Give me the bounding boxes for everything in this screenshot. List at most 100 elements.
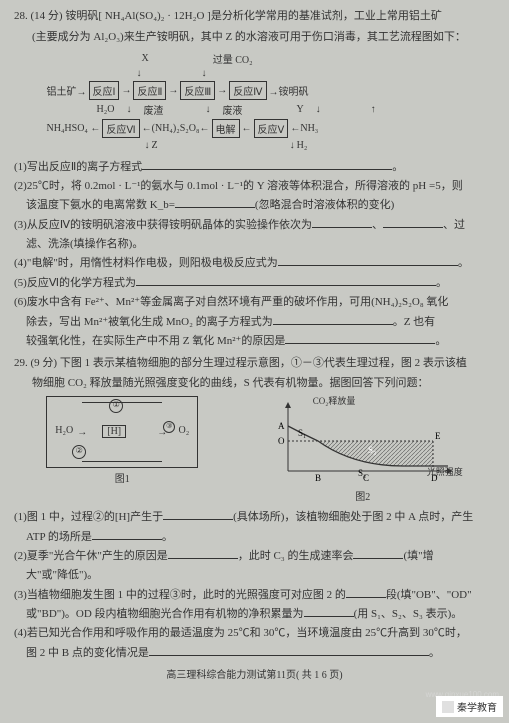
flow-r6: 反应Ⅵ	[102, 119, 139, 138]
flow-slag2: 废液	[220, 102, 244, 117]
blank	[168, 546, 238, 559]
svg-text:O: O	[278, 436, 285, 446]
q29-p2c: (填"增	[403, 547, 433, 566]
flow-elec: 电解	[212, 119, 240, 138]
q28-p5b: 。	[436, 274, 447, 293]
q28-p6b: 除去，写出 Mn²⁺被氧化生成 MnO₂ 的离子方程式为	[26, 313, 273, 332]
q28-p6: (6)废水中含有 Fe²⁺、Mn²⁺等金属离子对自然环境有严重的破坏作用，可用(…	[14, 293, 495, 312]
q28-p5a: (5)反应Ⅵ的化学方程式为	[14, 274, 136, 293]
arrow-right-icon: →	[77, 427, 87, 438]
fig2-caption: 图2	[263, 488, 463, 503]
flow-r1: 反应Ⅰ	[89, 81, 120, 100]
arrow-up-icon: ↑	[371, 104, 376, 115]
flow-y: Y	[294, 104, 305, 115]
fig1-h: [H]	[102, 425, 126, 438]
blank	[273, 312, 393, 325]
figure-2: A O B C D E S₁ S₃ S₂ CO₂释放量 光照强度 图2	[263, 396, 463, 503]
logo-text: 秦学教育	[457, 699, 497, 714]
flow-bauxite: 铝土矿→	[45, 83, 89, 98]
arrow-down-icon: ↓	[205, 104, 210, 115]
q28-header: 28. (14 分) 铵明矾[ NH₄Al(SO₄)₂ · 12H₂O ]是分析…	[14, 8, 495, 25]
flow-diagram: X 过量 CO₂ ↓ ↓ 铝土矿→ 反应Ⅰ → 反应Ⅱ → 反应Ⅲ → 反应Ⅳ …	[45, 51, 465, 151]
q29-p1: (1)图 1 中，过程②的[H]产生于 (具体场所)，该植物细胞处于图 2 中 …	[14, 507, 495, 527]
q28-p6e: 。	[435, 332, 446, 351]
q28-points: (14 分)	[31, 10, 63, 22]
flow-mid: ←(NH₄)₂S₂O₈←	[140, 123, 212, 134]
q29-p2d: 大"或"降低")。	[26, 566, 98, 585]
q28-p6a: (6)废水中含有 Fe²⁺、Mn²⁺等金属离子对自然环境有严重的破坏作用，可用(…	[14, 293, 448, 312]
flow-nh4hso4: NH₄HSO₄ ←	[45, 123, 103, 134]
flow-h2o: H₂O	[95, 104, 117, 115]
svg-text:S₂: S₂	[358, 468, 366, 478]
q29-p3b: 段(填"OB"、"OD"	[386, 586, 472, 605]
q29-intro1: 下图 1 表示某植物细胞的部分生理过程示意图，①－③代表生理过程，图 2 表示该…	[60, 357, 467, 369]
q29-p2b: ，此时 C₃ 的生成速率会	[238, 547, 354, 566]
q29-p4: (4)若已知光合作用和呼吸作用的最适温度为 25℃和 30℃，当环境温度由 25…	[14, 624, 495, 643]
flow-out: →铵明矾	[267, 83, 311, 98]
q28-p1: (1)写出反应Ⅱ的离子方程式 。	[14, 157, 495, 177]
svg-text:E: E	[435, 431, 441, 441]
q29-p1-line2: ATP 的场所是 。	[14, 527, 495, 547]
svg-text:A: A	[278, 421, 285, 431]
arrow-right-icon: →	[119, 85, 133, 96]
blank	[142, 157, 392, 170]
q29-p1d: 。	[162, 528, 173, 547]
q29-p3a: (3)当植物细胞发生图 1 中的过程③时，此时的光照强度可对应图 2 的	[14, 586, 346, 605]
arrow-down-icon: ↓	[202, 68, 207, 79]
q28-p2a: (2)25℃时，将 0.2mol · L⁻¹的氨水与 0.1mol · L⁻¹的…	[14, 177, 463, 196]
fig1-o2: O₂	[179, 425, 190, 436]
q29-header: 29. (9 分) 下图 1 表示某植物细胞的部分生理过程示意图，①－③代表生理…	[14, 355, 495, 372]
q28-p1b: 。	[392, 158, 403, 177]
arrow-down-icon: ↓	[316, 104, 321, 115]
q29-p4-line2: 图 2 中 B 点的变化情况是 。	[14, 643, 495, 663]
q28-p2c: (忽略混合时溶液体积的变化)	[255, 196, 394, 215]
fig2-ylabel: CO₂释放量	[313, 394, 356, 407]
blank	[304, 604, 354, 617]
q29-p2: (2)夏季"光合午休"产生的原因是 ，此时 C₃ 的生成速率会 (填"增	[14, 546, 495, 566]
flow-slag1: 废渣	[141, 102, 165, 117]
q29-p4c: 。	[429, 644, 440, 663]
blank	[175, 195, 255, 208]
blank	[285, 331, 435, 344]
q29-p4b: 图 2 中 B 点的变化情况是	[26, 644, 149, 663]
q28-p6d: 较强氧化性，在实际生产中不用 Z 氧化 Mn²⁺的原因是	[26, 332, 285, 351]
brand-logo: 秦学教育	[436, 696, 503, 717]
flow-h2: H₂	[295, 140, 310, 151]
q28-p5: (5)反应Ⅵ的化学方程式为 。	[14, 273, 495, 293]
blank	[353, 546, 403, 559]
flow-nh3: ←NH₃	[288, 123, 320, 134]
diagram-row: ① H₂O → [H] → O₂ ③ ② 图1	[14, 396, 495, 503]
q29-p1c: ATP 的场所是	[26, 528, 92, 547]
flow-r5: 反应Ⅴ	[254, 119, 289, 138]
fig2-xlabel: 光照强度	[427, 465, 463, 478]
q29-p2a: (2)夏季"光合午休"产生的原因是	[14, 547, 168, 566]
q29-p3: (3)当植物细胞发生图 1 中的过程③时，此时的光照强度可对应图 2 的 段(填…	[14, 585, 495, 605]
q29-p3c: 或"BD")。OD 段内植物细胞光合作用有机物的净积累量为	[26, 605, 304, 624]
q28-p2: (2)25℃时，将 0.2mol · L⁻¹的氨水与 0.1mol · L⁻¹的…	[14, 177, 495, 196]
q29-p3-line2: 或"BD")。OD 段内植物细胞光合作用有机物的净积累量为 (用 S₁、S₂、S…	[14, 604, 495, 624]
q28-intro1: 铵明矾[ NH₄Al(SO₄)₂ · 12H₂O ]是分析化学常用的基准试剂，工…	[65, 10, 442, 22]
svg-text:S₃: S₃	[368, 445, 376, 455]
page-footer: 高三理科综合能力测试第11页( 共 1 6 页)	[14, 666, 495, 681]
q28-p3b: 、	[372, 216, 383, 235]
q28-p1a: (1)写出反应Ⅱ的离子方程式	[14, 158, 142, 177]
flow-r2: 反应Ⅱ	[133, 81, 166, 100]
q28-p3-line2: 滤、洗涤(填操作名称)。	[14, 235, 495, 254]
svg-text:B: B	[315, 473, 321, 483]
q28-p2b: 该温度下氨水的电离常数 K_b=	[26, 196, 175, 215]
q28-p6c: 。Z 也有	[393, 313, 435, 332]
blank	[92, 527, 162, 540]
arrow-right-icon: →	[215, 85, 229, 96]
flow-co2: 过量 CO₂	[211, 51, 255, 66]
q29-p4a: (4)若已知光合作用和呼吸作用的最适温度为 25℃和 30℃，当环境温度由 25…	[14, 624, 467, 643]
arrow-down-icon: ↓	[126, 104, 131, 115]
q29-intro2: 物细胞 CO₂ 释放量随光照强度变化的曲线，S 代表有机物量。据图回答下列问题：	[14, 375, 495, 392]
flow-z: Z	[150, 140, 160, 151]
arrow-down-icon: ↓	[137, 68, 142, 79]
q29-p2-line2: 大"或"降低")。	[14, 566, 495, 585]
fig1-circle3: ③	[163, 421, 175, 433]
q28-num: 28.	[14, 10, 28, 22]
q28-p4b: 。	[458, 254, 469, 273]
q28-p3: (3)从反应Ⅳ的铵明矾溶液中获得铵明矾晶体的实验操作依次为 、 、过	[14, 215, 495, 235]
figure-1: ① H₂O → [H] → O₂ ③ ② 图1	[46, 396, 198, 503]
